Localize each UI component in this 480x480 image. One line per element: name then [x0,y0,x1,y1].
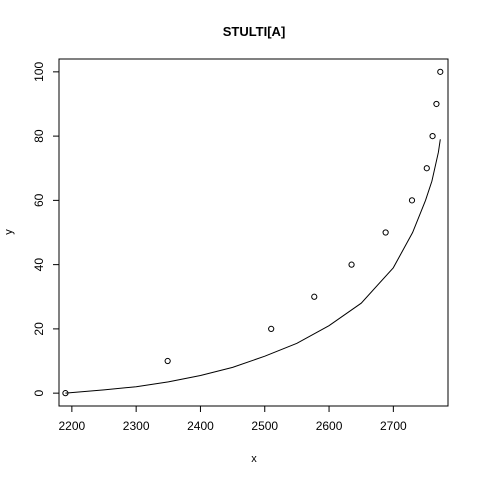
y-tick-label: 20 [32,322,46,336]
data-point [429,133,436,140]
y-tick-label: 40 [32,258,46,272]
data-point [433,100,440,108]
x-tick-label: 2400 [187,419,214,433]
data-point [423,165,430,172]
fitted-curve [65,139,441,394]
plot-frame [58,58,449,407]
y-tick-label: 100 [32,62,46,82]
x-axis-label: x [251,453,257,465]
x-tick-label: 2600 [316,419,343,433]
data-point [311,293,318,300]
y-axis-label: y [3,229,15,235]
data-point [164,357,171,365]
x-tick-label: 2700 [380,419,407,433]
x-tick-label: 2200 [59,419,86,433]
x-tick-label: 2500 [251,419,278,433]
x-axis: 2200 2300 2400 2500 2600 2700 [59,406,407,433]
y-tick-label: 80 [32,129,46,143]
data-point [268,325,275,332]
y-tick-label: 60 [32,193,46,207]
y-tick-label: 0 [32,389,46,396]
data-point [437,68,444,75]
data-point [382,229,389,236]
x-tick-label: 2300 [123,419,150,433]
series-layer [62,68,444,397]
chart-title: STULTI[A] [223,24,286,39]
y-axis: 0 20 40 60 80 100 [32,62,59,396]
data-point [408,197,416,204]
data-point [348,261,355,268]
